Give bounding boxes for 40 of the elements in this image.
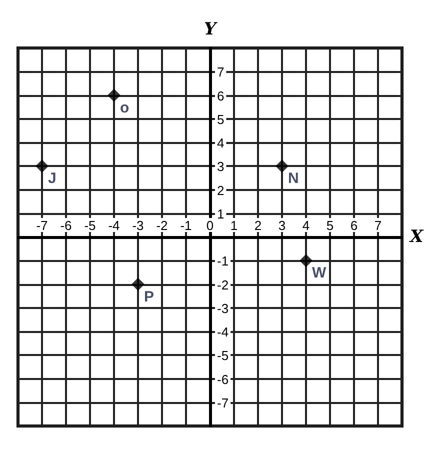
- x-tick-label: 5: [326, 218, 334, 233]
- x-axis-title: X: [409, 227, 424, 247]
- y-tick-label: 1: [217, 206, 224, 222]
- x-tick-label: 6: [350, 218, 358, 233]
- annotation: N: [288, 170, 299, 188]
- y-tick-label: 3: [217, 159, 224, 174]
- y-tick-label: -1: [217, 254, 229, 269]
- x-tick-label: 2: [254, 218, 262, 233]
- point: [276, 160, 288, 173]
- y-tick-label: -7: [217, 395, 229, 410]
- x-tick-label: -2: [156, 218, 168, 233]
- x-tick-label: -1: [180, 218, 192, 233]
- y-tick-label: 4: [217, 136, 224, 150]
- annotation: J: [48, 170, 56, 188]
- x-tick-label: -5: [84, 218, 96, 233]
- annotation: W: [312, 264, 327, 282]
- point: [132, 278, 144, 291]
- x-tick-label: -3: [132, 218, 144, 233]
- x-tick-label: -4: [108, 218, 120, 233]
- x-tick-label: 4: [302, 218, 310, 233]
- y-tick-label: 6: [217, 88, 224, 104]
- y-tick-label: -4: [217, 324, 229, 340]
- x-tick-label: -6: [60, 218, 72, 233]
- y-tick-label: -6: [217, 372, 229, 387]
- annotation: P: [144, 288, 154, 306]
- x-tick-label: -7: [36, 218, 48, 233]
- x-tick-label: 3: [278, 218, 286, 233]
- y-tick-label: 5: [217, 112, 224, 127]
- y-axis-title: Y: [204, 20, 218, 40]
- y-tick-label: -5: [217, 348, 229, 364]
- point: [36, 160, 48, 173]
- x-tick-label: 7: [374, 218, 382, 233]
- point: [300, 254, 312, 268]
- y-tick-label: 7: [217, 64, 224, 80]
- point: [108, 88, 120, 102]
- y-tick-label: -2: [217, 277, 229, 292]
- y-tick-label: -3: [217, 300, 229, 316]
- annotation: o: [120, 99, 130, 116]
- y-tick-label: 2: [217, 182, 224, 198]
- x-tick-label: 0: [206, 218, 214, 233]
